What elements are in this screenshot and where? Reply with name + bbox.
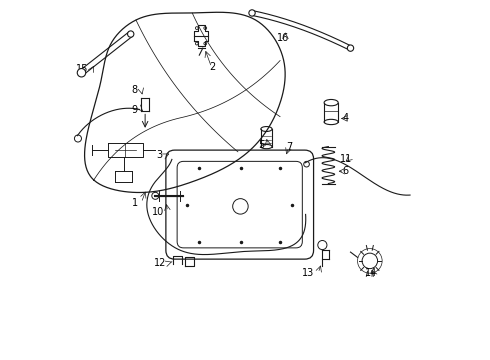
Text: 8: 8 [132, 85, 138, 95]
Text: 16: 16 [277, 32, 289, 42]
Ellipse shape [261, 144, 272, 149]
Text: 10: 10 [152, 207, 164, 217]
Circle shape [196, 42, 198, 45]
Circle shape [304, 161, 309, 167]
Ellipse shape [324, 99, 338, 106]
Circle shape [362, 253, 378, 269]
Text: 14: 14 [365, 268, 377, 278]
Circle shape [347, 45, 354, 51]
Circle shape [74, 135, 81, 142]
Circle shape [77, 68, 86, 77]
Circle shape [249, 10, 255, 16]
Text: 6: 6 [342, 166, 348, 176]
Circle shape [152, 192, 159, 199]
Text: 3: 3 [156, 150, 162, 161]
Circle shape [204, 42, 207, 45]
Text: 1: 1 [132, 198, 138, 208]
Circle shape [196, 27, 198, 30]
Text: 2: 2 [209, 63, 215, 72]
Text: 11: 11 [340, 154, 352, 164]
Ellipse shape [261, 127, 272, 131]
Circle shape [127, 31, 134, 37]
Ellipse shape [324, 119, 338, 125]
Text: 13: 13 [302, 268, 315, 278]
Circle shape [318, 240, 327, 249]
Text: 7: 7 [286, 141, 293, 152]
Circle shape [204, 27, 207, 30]
Text: 15: 15 [76, 64, 89, 74]
Text: 9: 9 [132, 105, 138, 115]
Text: 4: 4 [343, 113, 349, 123]
Text: 5: 5 [258, 140, 264, 150]
Text: 12: 12 [153, 258, 166, 267]
